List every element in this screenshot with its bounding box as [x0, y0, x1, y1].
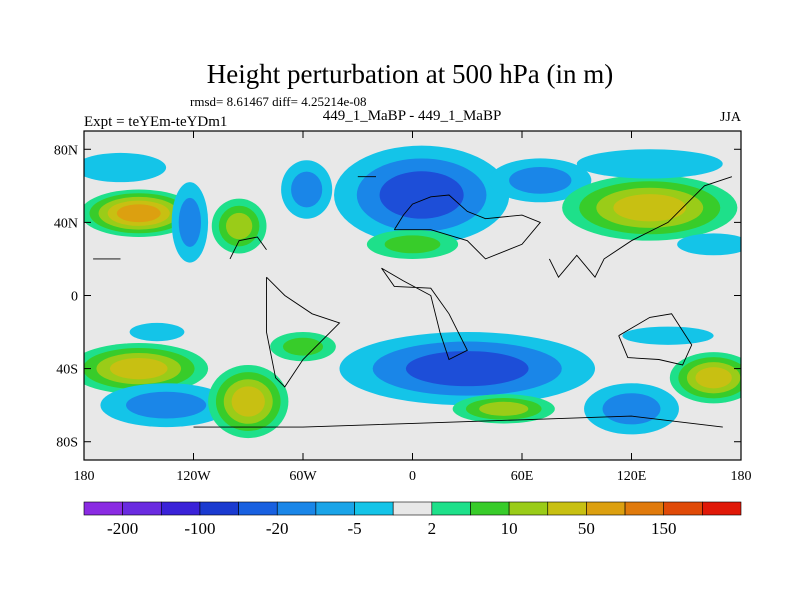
colorbar-swatch-13 [586, 501, 626, 516]
field-4-level-1 [291, 171, 323, 208]
colorbar-label: -20 [266, 519, 289, 538]
field-7-level-1 [384, 235, 441, 254]
field-1-level-2 [225, 212, 253, 240]
colorbar-label: -100 [184, 519, 215, 538]
field-14-level-2 [405, 351, 529, 387]
field-9-level-0 [576, 149, 723, 179]
colorbar-swatch-16 [702, 501, 742, 516]
colorbar-label: 150 [651, 519, 677, 538]
x-tick-label: 180 [731, 469, 752, 484]
y-axis: 80N 40N 0 40S 80S [54, 143, 741, 451]
x-tick-label: 180 [74, 469, 95, 484]
coastline-0 [393, 194, 542, 260]
colorbar-label: 2 [428, 519, 437, 538]
field-5-level-2 [379, 171, 464, 219]
colorbar-swatch-0 [83, 501, 123, 516]
colorbar-swatch-11 [508, 501, 549, 516]
field-12-level-1 [126, 391, 207, 419]
x-tick-label: 60W [289, 469, 317, 484]
coastline-5 [618, 313, 693, 366]
season-label: JJA [720, 110, 742, 125]
y-tick-label: 40N [54, 216, 78, 231]
height-perturbation-fields [84, 145, 741, 439]
field-15-level-2 [479, 401, 529, 416]
x-tick-label: 120E [617, 469, 647, 484]
coastlines [93, 176, 733, 428]
colorbar-label: -5 [347, 519, 361, 538]
colorbar-swatch-3 [199, 501, 239, 516]
field-18-level-1 [282, 337, 324, 356]
field-10-level-0 [677, 233, 741, 256]
colorbar-swatch-14 [624, 501, 665, 516]
colorbar-swatch-6 [315, 501, 355, 516]
colorbar-swatch-7 [354, 501, 394, 516]
colorbar: -200 -100 -20 -5 2 10 50 150 [83, 501, 742, 538]
field-3-level-0 [84, 152, 167, 183]
field-11-level-3 [109, 357, 168, 380]
coastline-6 [193, 415, 723, 428]
coastline-1 [381, 267, 468, 361]
colorbar-swatch-9 [431, 501, 471, 516]
experiment-label: Expt = teYEm-teYDm1 [84, 114, 227, 130]
field-17-level-3 [695, 367, 732, 389]
colorbar-swatch-10 [470, 501, 510, 516]
field-16-level-1 [602, 393, 661, 425]
field-13-level-3 [231, 386, 265, 417]
y-tick-label: 80S [56, 436, 78, 451]
field-6-level-1 [509, 166, 572, 194]
colorbar-label: 50 [578, 519, 595, 538]
field-8-level-3 [613, 194, 687, 222]
field-20-level-0 [622, 326, 714, 345]
colorbar-swatch-15 [663, 501, 703, 516]
coastline-3 [229, 236, 267, 260]
y-tick-label: 80N [54, 143, 78, 158]
field-19-level-0 [129, 322, 185, 342]
x-tick-label: 60E [511, 469, 534, 484]
y-tick-label: 40S [56, 363, 78, 378]
colorbar-label: -200 [107, 519, 138, 538]
x-tick-label: 0 [409, 469, 416, 484]
field-2-level-1 [178, 197, 201, 247]
colorbar-swatch-12 [547, 501, 587, 516]
coastline-2 [266, 276, 341, 388]
case-label: 449_1_MaBP - 449_1_MaBP [323, 108, 502, 124]
colorbar-swatch-8 [392, 501, 433, 516]
x-axis: 180 120W 60W 0 60E 120E 180 [74, 131, 752, 484]
colorbar-swatch-5 [276, 501, 317, 516]
x-tick-label: 120W [176, 469, 211, 484]
colorbar-swatch-4 [238, 501, 278, 516]
y-tick-label: 0 [71, 290, 78, 305]
map-plot-area [84, 131, 741, 460]
colorbar-swatch-2 [160, 501, 201, 516]
coastline-4 [548, 176, 733, 279]
colorbar-swatch-1 [122, 501, 162, 516]
stats-label: rmsd= 8.61467 diff= 4.25214e-08 [190, 94, 367, 109]
chart-title: Height perturbation at 500 hPa (in m) [207, 59, 613, 89]
colorbar-label: 10 [501, 519, 518, 538]
field-0-level-4 [116, 204, 161, 223]
